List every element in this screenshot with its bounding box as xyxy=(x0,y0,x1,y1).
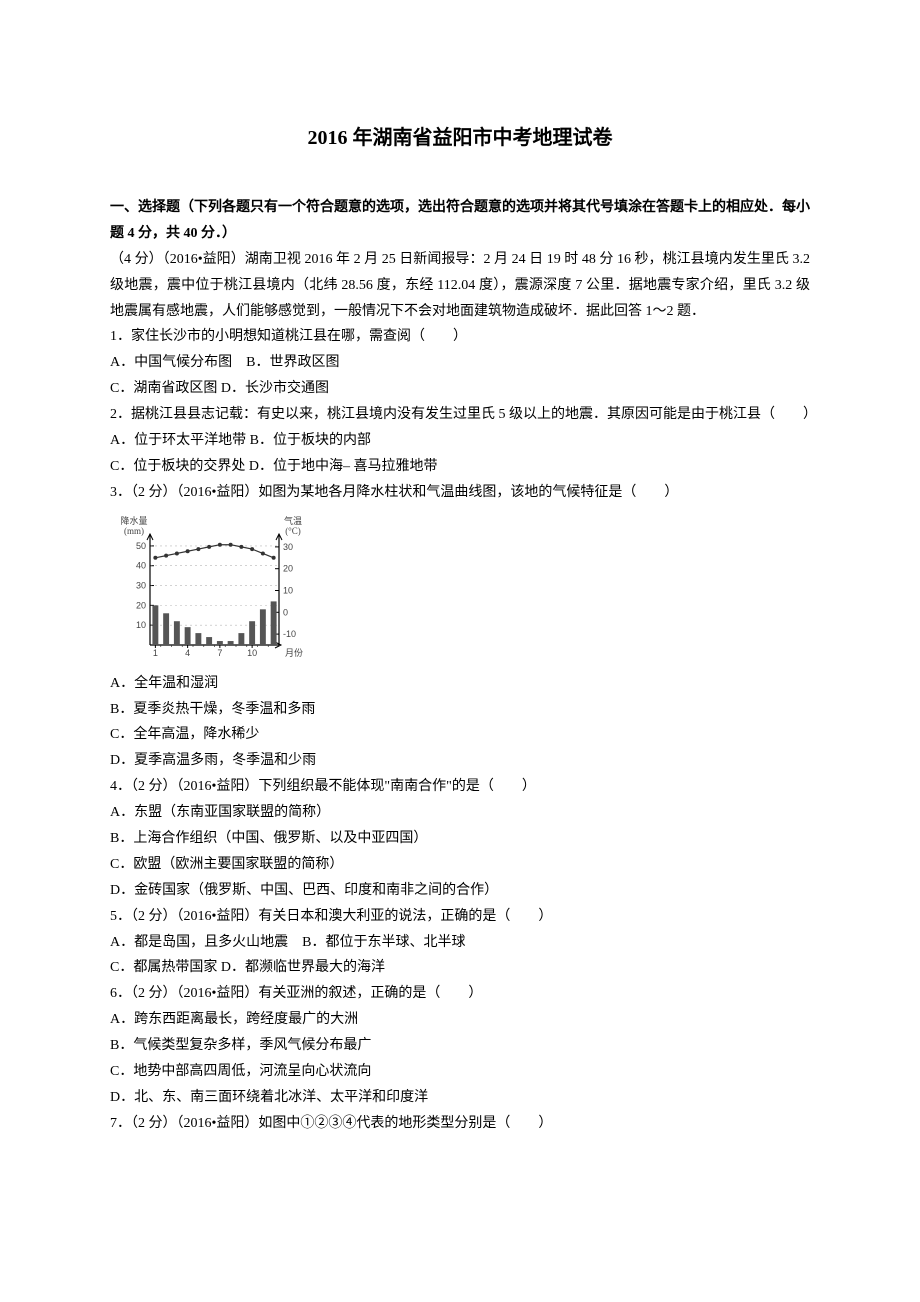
q6-stem: 6．（2 分）（2016•益阳）有关亚洲的叙述，正确的是（ ） xyxy=(110,981,810,1007)
svg-text:(mm): (mm) xyxy=(124,526,144,536)
q4-option-c: C．欧盟（欧洲主要国家联盟的简称） xyxy=(110,852,810,878)
q3-option-b: B．夏季炎热干燥，冬季温和多雨 xyxy=(110,697,810,723)
svg-text:20: 20 xyxy=(136,600,146,610)
q3-option-a: A．全年温和湿润 xyxy=(110,671,810,697)
svg-text:30: 30 xyxy=(283,542,293,552)
svg-text:7: 7 xyxy=(217,648,222,658)
climate-chart-svg: 10 20 30 40 50 -10 0 10 20 30 1 4 7 10 降水量(mm) 气温(°C) 月份 xyxy=(110,512,315,667)
svg-text:40: 40 xyxy=(136,560,146,570)
climate-chart: 10 20 30 40 50 -10 0 10 20 30 1 4 7 10 降水量(mm) 气温(°C) 月份 xyxy=(110,512,810,667)
q3-option-d: D．夏季高温多雨，冬季温和少雨 xyxy=(110,748,810,774)
q6-option-d: D．北、东、南三面环绕着北冰洋、太平洋和印度洋 xyxy=(110,1085,810,1111)
svg-text:月份: 月份 xyxy=(285,647,303,658)
svg-text:50: 50 xyxy=(136,541,146,551)
svg-text:气温: 气温 xyxy=(284,515,302,526)
q6-option-b: B．气候类型复杂多样，季风气候分布最广 xyxy=(110,1033,810,1059)
svg-text:10: 10 xyxy=(283,585,293,595)
svg-text:4: 4 xyxy=(185,648,190,658)
q3-stem: 3．（2 分）（2016•益阳）如图为某地各月降水柱状和气温曲线图，该地的气候特… xyxy=(110,480,810,506)
q1-option-row-1: A．中国气候分布图 B．世界政区图 xyxy=(110,350,810,376)
q4-stem: 4．（2 分）（2016•益阳）下列组织最不能体现"南南合作"的是（ ） xyxy=(110,774,810,800)
q2-stem: 2．据桃江县县志记载：有史以来，桃江县境内没有发生过里氏 5 级以上的地震．其原… xyxy=(110,402,810,428)
svg-text:0: 0 xyxy=(283,607,288,617)
q5-option-row-1: A．都是岛国，且多火山地震 B．都位于东半球、北半球 xyxy=(110,930,810,956)
q6-option-c: C．地势中部高四周低，河流呈向心状流向 xyxy=(110,1059,810,1085)
intro-passage: （4 分）（2016•益阳）湖南卫视 2016 年 2 月 25 日新闻报导：2… xyxy=(110,247,810,325)
svg-text:10: 10 xyxy=(247,648,257,658)
q3-option-c: C．全年高温，降水稀少 xyxy=(110,722,810,748)
svg-text:(°C): (°C) xyxy=(285,526,301,536)
section-header: 一、选择题（下列各题只有一个符合题意的选项，选出符合题意的选项并将其代号填涂在答… xyxy=(110,195,810,247)
svg-text:30: 30 xyxy=(136,580,146,590)
svg-text:降水量: 降水量 xyxy=(120,515,147,526)
q4-option-b: B．上海合作组织（中国、俄罗斯、以及中亚四国） xyxy=(110,826,810,852)
q2-option-row-1: A．位于环太平洋地带 B．位于板块的内部 xyxy=(110,428,810,454)
q5-option-row-2: C．都属热带国家 D．都濒临世界最大的海洋 xyxy=(110,955,810,981)
q2-option-row-2: C．位于板块的交界处 D．位于地中海– 喜马拉雅地带 xyxy=(110,454,810,480)
q1-option-row-2: C．湖南省政区图 D．长沙市交通图 xyxy=(110,376,810,402)
q6-option-a: A．跨东西距离最长，跨经度最广的大洲 xyxy=(110,1007,810,1033)
svg-text:10: 10 xyxy=(136,620,146,630)
svg-text:-10: -10 xyxy=(283,629,296,639)
q1-stem: 1．家住长沙市的小明想知道桃江县在哪，需查阅（ ） xyxy=(110,324,810,350)
q5-stem: 5．（2 分）（2016•益阳）有关日本和澳大利亚的说法，正确的是（ ） xyxy=(110,904,810,930)
svg-text:1: 1 xyxy=(153,648,158,658)
q4-option-d: D．金砖国家（俄罗斯、中国、巴西、印度和南非之间的合作） xyxy=(110,878,810,904)
q7-stem: 7．（2 分）（2016•益阳）如图中①②③④代表的地形类型分别是（ ） xyxy=(110,1111,810,1137)
svg-text:20: 20 xyxy=(283,563,293,573)
q4-option-a: A．东盟（东南亚国家联盟的简称） xyxy=(110,800,810,826)
page-title: 2016 年湖南省益阳市中考地理试卷 xyxy=(110,120,810,157)
